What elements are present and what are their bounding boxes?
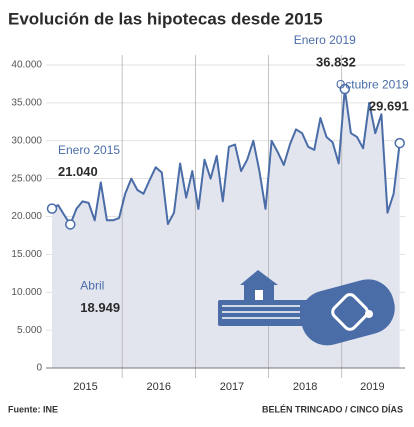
point-marker [339, 83, 351, 95]
y-tick-label: 5.000 [17, 325, 42, 336]
y-tick-label: 20.000 [11, 211, 42, 222]
y-tick-label: 25.000 [11, 173, 42, 184]
annotation-label: Enero 2019 [294, 33, 356, 47]
source: Fuente: INE [8, 404, 58, 414]
x-tick-label: 2015 [73, 381, 97, 393]
key-illustration [218, 270, 395, 346]
x-tick-label: 2016 [147, 381, 171, 393]
annotation-value: 29.691 [369, 99, 409, 114]
x-tick-label: 2017 [220, 381, 244, 393]
annotation-label: Octubre 2019 [336, 77, 409, 91]
point-marker [46, 203, 58, 214]
x-tick-label: 2018 [293, 381, 317, 393]
annotation-label: Enero 2015 [58, 143, 120, 157]
chart-title: Evolución de las hipotecas desde 2015 [8, 9, 323, 28]
y-tick-label: 40.000 [11, 60, 42, 71]
y-tick-label: 35.000 [11, 98, 42, 109]
y-tick-label: 10.000 [11, 287, 42, 298]
y-tick-label: 0 [36, 363, 42, 374]
y-tick-label: 15.000 [11, 249, 42, 260]
annotation-value: 21.040 [58, 164, 98, 179]
annotation-value: 18.949 [80, 300, 120, 315]
y-tick-label: 30.000 [11, 135, 42, 146]
x-tick-label: 2019 [360, 381, 384, 393]
line [51, 87, 401, 226]
point-marker [394, 137, 405, 149]
annotation-value: 36.832 [316, 54, 356, 69]
annotation-label: Abril [80, 279, 104, 293]
point-marker [65, 219, 76, 230]
credit: BELÉN TRINCADO / CINCO DÍAS [262, 404, 403, 414]
